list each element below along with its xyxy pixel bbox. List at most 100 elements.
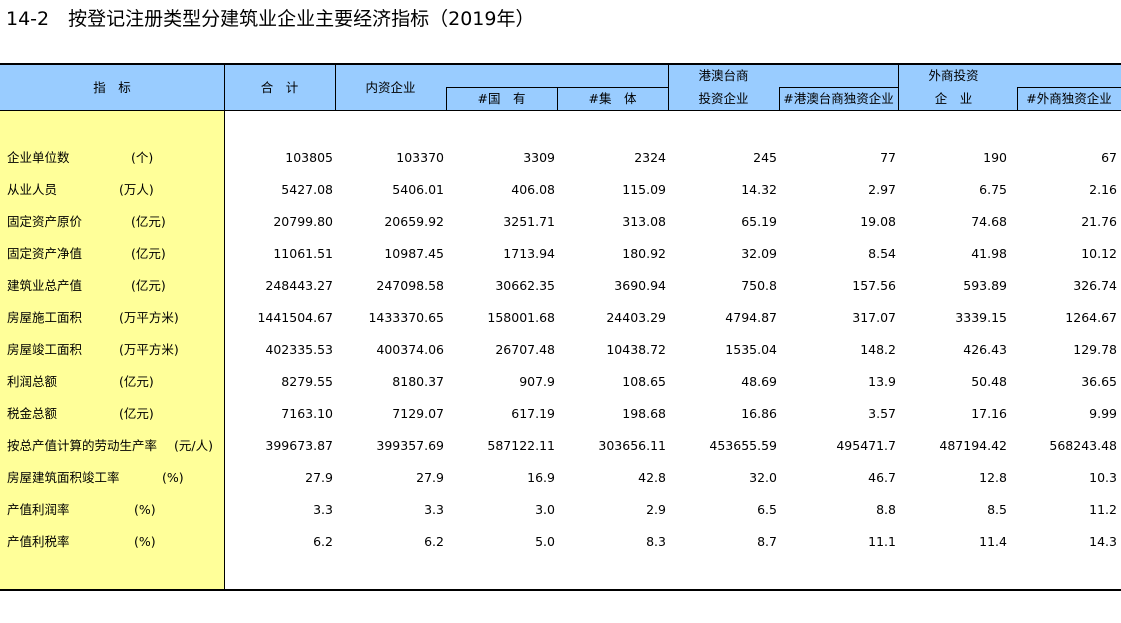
- header-divider: [779, 87, 780, 111]
- table-cell: 5427.08: [281, 182, 333, 197]
- table-cell: 9.99: [1089, 406, 1117, 421]
- table-cell: 399673.87: [265, 438, 333, 453]
- table-row: 固定资产原价 (亿元) 20799.80 20659.92 3251.71 313.08 6…: [0, 211, 1121, 233]
- indicator-unit: (亿元): [131, 214, 166, 229]
- header-divider: [224, 64, 225, 111]
- table-cell: 3.57: [868, 406, 896, 421]
- table-cell: 30662.35: [495, 278, 555, 293]
- indicator-name: 税金总额: [7, 406, 58, 421]
- table-cell: 77: [880, 150, 896, 165]
- table-cell: 5406.01: [392, 182, 444, 197]
- table-cell: 148.2: [860, 342, 896, 357]
- indicator-name: 房屋竣工面积: [7, 342, 83, 357]
- table-cell: 67: [1101, 150, 1117, 165]
- indicator-name: 固定资产净值: [7, 246, 83, 261]
- indicator-name: 企业单位数: [7, 150, 70, 165]
- table-row: 固定资产净值 (亿元) 11061.51 10987.45 1713.94 180.92 3…: [0, 243, 1121, 265]
- table-cell: 46.7: [868, 470, 896, 485]
- table-cell: 7163.10: [281, 406, 333, 421]
- table-cell: 10.12: [1081, 246, 1117, 261]
- indicator-name: 按总产值计算的劳动生产率: [7, 438, 158, 453]
- table-cell: 2.97: [868, 182, 896, 197]
- table-cell: 11.2: [1089, 502, 1117, 517]
- header-indicator: 指 标: [93, 80, 131, 95]
- header-hmt-line1: 港澳台商: [698, 68, 749, 83]
- table-cell: 8180.37: [392, 374, 444, 389]
- table-cell: 247098.58: [376, 278, 444, 293]
- table-cell: 587122.11: [487, 438, 555, 453]
- indicator-unit: (万平方米): [119, 310, 179, 325]
- table-row: 企业单位数 (个) 103805 103370 3309 2324 245 77 190 67: [0, 147, 1121, 169]
- table-cell: 406.08: [511, 182, 555, 197]
- table-cell: 27.9: [305, 470, 333, 485]
- table-bottom-border: [0, 589, 1121, 591]
- table-row: 税金总额 (亿元) 7163.10 7129.07 617.19 198.68 16.86 3…: [0, 403, 1121, 425]
- table-cell: 11061.51: [273, 246, 333, 261]
- table-cell: 1713.94: [503, 246, 555, 261]
- table-cell: 402335.53: [265, 342, 333, 357]
- table-cell: 3.0: [535, 502, 555, 517]
- header-divider: [1017, 87, 1018, 111]
- table-cell: 245: [753, 150, 777, 165]
- table-cell: 617.19: [511, 406, 555, 421]
- table-cell: 24403.29: [606, 310, 666, 325]
- table-cell: 6.2: [424, 534, 444, 549]
- table-cell: 1535.04: [725, 342, 777, 357]
- table-cell: 5.0: [535, 534, 555, 549]
- table-row: 房屋建筑面积竣工率 (%) 27.9 27.9 16.9 42.8 32.0 46.7 12.8…: [0, 467, 1121, 489]
- table-cell: 8.7: [757, 534, 777, 549]
- indicator-unit: (%): [134, 502, 156, 517]
- table-cell: 2324: [634, 150, 666, 165]
- table-cell: 10987.45: [384, 246, 444, 261]
- indicator-name: 固定资产原价: [7, 214, 83, 229]
- table-cell: 1433370.65: [368, 310, 444, 325]
- indicator-unit: (个): [131, 150, 154, 165]
- indicator-unit: (万人): [119, 182, 154, 197]
- table-cell: 6.75: [979, 182, 1007, 197]
- indicator-unit: (亿元): [131, 278, 166, 293]
- table-cell: 1441504.67: [257, 310, 333, 325]
- indicator-name: 利润总额: [7, 374, 58, 389]
- header-hmt-sole: #港澳台商独资企业: [783, 91, 894, 106]
- table-cell: 157.56: [852, 278, 896, 293]
- table-row: 房屋施工面积 (万平方米) 1441504.67 1433370.65 158001.6…: [0, 307, 1121, 329]
- header-domestic: 内资企业: [365, 80, 416, 95]
- table-cell: 74.68: [971, 214, 1007, 229]
- table-row: 产值利税率 (%) 6.2 6.2 5.0 8.3 8.7 11.1 11.4 14.3: [0, 531, 1121, 553]
- table-cell: 10.3: [1089, 470, 1117, 485]
- table-cell: 14.3: [1089, 534, 1117, 549]
- table-cell: 26707.48: [495, 342, 555, 357]
- table-cell: 317.07: [852, 310, 896, 325]
- table-cell: 495471.7: [836, 438, 896, 453]
- table-cell: 8.54: [868, 246, 896, 261]
- indicator-unit: (%): [134, 534, 156, 549]
- table-cell: 48.69: [741, 374, 777, 389]
- table-cell: 3309: [523, 150, 555, 165]
- table-cell: 326.74: [1073, 278, 1117, 293]
- table-cell: 303656.11: [598, 438, 666, 453]
- table-cell: 19.08: [860, 214, 896, 229]
- header-total: 合 计: [260, 80, 299, 95]
- table-cell: 8279.55: [281, 374, 333, 389]
- header-state-owned: #国 有: [477, 91, 526, 106]
- body-divider: [224, 111, 225, 589]
- table-cell: 20659.92: [384, 214, 444, 229]
- table-cell: 453655.59: [709, 438, 777, 453]
- header-bottom-border: [0, 110, 1121, 111]
- table-cell: 593.89: [963, 278, 1007, 293]
- table-cell: 3339.15: [955, 310, 1007, 325]
- table-cell: 10438.72: [606, 342, 666, 357]
- header-collective: #集 体: [588, 91, 637, 106]
- table-row: 利润总额 (亿元) 8279.55 8180.37 907.9 108.65 48.69 13…: [0, 371, 1121, 393]
- table-cell: 198.68: [622, 406, 666, 421]
- table-cell: 36.65: [1081, 374, 1117, 389]
- table-cell: 3251.71: [503, 214, 555, 229]
- table-cell: 3.3: [424, 502, 444, 517]
- indicator-unit: (亿元): [119, 374, 154, 389]
- header-divider: [668, 64, 669, 111]
- table-cell: 907.9: [519, 374, 555, 389]
- table-cell: 65.19: [741, 214, 777, 229]
- indicator-unit: (万平方米): [119, 342, 179, 357]
- indicator-name: 建筑业总产值: [7, 278, 83, 293]
- header-divider: [446, 87, 447, 111]
